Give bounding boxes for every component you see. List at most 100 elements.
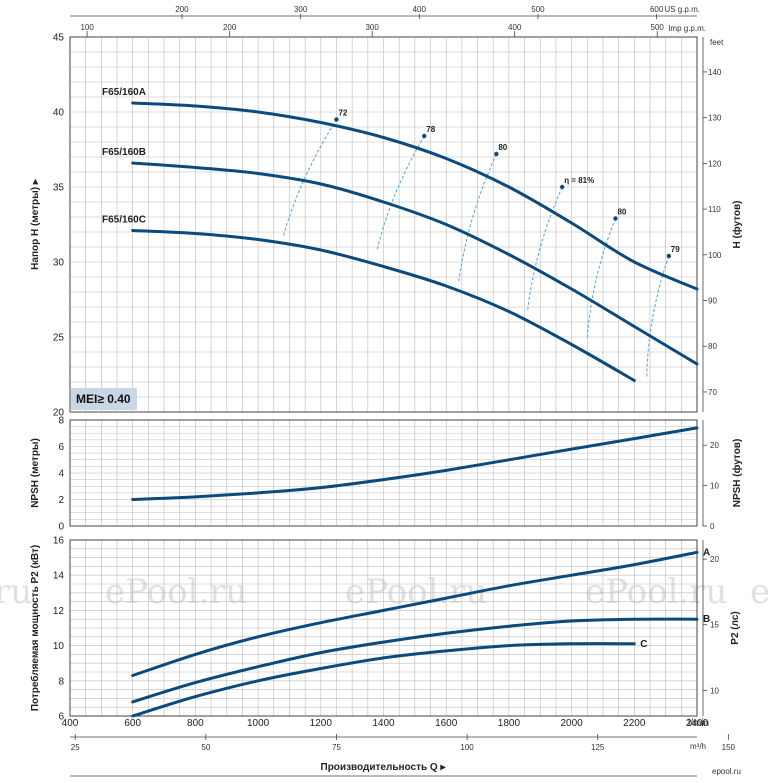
usgpm-tick-label: 300	[294, 5, 308, 14]
y-tick-label: 40	[53, 108, 65, 119]
impgpm-unit-label: Imp g.p.m.	[668, 24, 706, 33]
m3h-tick-label: 125	[591, 743, 605, 752]
y-axis-title-right: P2 (лс)	[730, 611, 741, 644]
y-axis-title-right: H (футов)	[731, 201, 743, 249]
y-tick-label: 8	[58, 416, 64, 427]
m3h-tick-label: 75	[332, 743, 341, 752]
efficiency-iso-line	[282, 119, 337, 237]
y-tick-label: 45	[53, 33, 65, 44]
panel-frame	[69, 539, 698, 717]
impgpm-tick-label: 200	[223, 23, 237, 32]
efficiency-point	[422, 133, 427, 139]
usgpm-tick-label: 600	[650, 5, 664, 14]
y-tick-label: 12	[53, 606, 65, 617]
y-tick-label: 25	[53, 333, 65, 344]
lmin-tick-label: 2000	[560, 718, 583, 729]
power-curve-label: B	[703, 614, 710, 625]
y-tick-label: 4	[58, 469, 64, 480]
efficiency-lines	[282, 117, 671, 378]
watermark-text: ePool.ru	[585, 572, 727, 612]
y-tick-label: 10	[53, 641, 65, 652]
efficiency-iso-line	[527, 186, 563, 311]
lmin-tick-label: 800	[187, 718, 204, 729]
curve-label: F65/160B	[102, 147, 146, 158]
impgpm-tick-label: 300	[365, 23, 379, 32]
efficiency-label: 72	[338, 109, 347, 118]
curve-f65-160b	[131, 161, 699, 366]
y-tick-label: 20	[53, 408, 65, 419]
lmin-tick-label: 2200	[623, 718, 646, 729]
right-tick-label: 10	[710, 686, 719, 695]
impgpm-tick-label: 500	[651, 23, 665, 32]
y-axis-title: Потребляемая мощность P2 (кВт)	[29, 545, 41, 711]
curve-layer	[131, 101, 699, 718]
curve-npsh	[131, 426, 699, 501]
m3h-unit-label: m³/h	[690, 742, 706, 751]
right-tick-label: 0	[710, 522, 715, 531]
y-tick-label: 0	[58, 522, 64, 533]
efficiency-point	[559, 184, 565, 190]
impgpm-tick-label: 100	[80, 23, 94, 32]
right-tick-label: 70	[708, 388, 717, 397]
right-tick-label: 15	[710, 621, 719, 630]
y-tick-label: 30	[53, 258, 65, 269]
efficiency-iso-line	[646, 255, 670, 378]
efficiency-label: η = 81%	[564, 176, 594, 185]
efficiency-label: 78	[426, 125, 435, 134]
label-layer: Производительность Q ▸ epool.ru Напор H (м…	[29, 87, 743, 776]
right-tick-label: 80	[708, 342, 717, 351]
usgpm-unit-label: US g.p.m.	[664, 5, 700, 14]
efficiency-point	[334, 117, 339, 122]
right-tick-label: 10	[710, 482, 719, 491]
y-tick-label: 35	[53, 183, 65, 194]
y-axis-title: NPSH (метры)	[30, 438, 41, 508]
efficiency-point	[666, 253, 671, 259]
watermark-text: ePool.ru	[105, 572, 247, 612]
efficiency-iso-line	[458, 153, 497, 282]
efficiency-label: 80	[617, 208, 626, 217]
y-tick-label: 16	[53, 536, 65, 547]
efficiency-label: 79	[671, 245, 680, 254]
right-tick-label: 120	[708, 159, 722, 168]
mei-badge: MEI≥ 0.40	[76, 392, 131, 406]
watermark-text: ru	[0, 572, 32, 612]
right-tick-label: 20	[710, 555, 719, 564]
y-axis-title-right: NPSH (футов)	[731, 439, 743, 508]
y-tick-label: 2	[58, 495, 64, 506]
right-tick-label: 100	[708, 251, 722, 260]
lmin-tick-label: 1000	[247, 718, 270, 729]
panel-frame	[69, 419, 698, 527]
right-tick-label: 90	[708, 297, 717, 306]
usgpm-tick-label: 500	[531, 5, 545, 14]
site-logo: epool.ru	[712, 767, 741, 776]
curve-f65-160c	[131, 229, 636, 382]
curve-a	[131, 550, 699, 677]
y-tick-label: 6	[58, 442, 64, 453]
power-curve-label: C	[640, 639, 647, 650]
m3h-tick-label: 150	[722, 743, 736, 752]
m3h-tick-label: 100	[460, 743, 474, 752]
lmin-tick-label: 600	[124, 718, 141, 729]
usgpm-tick-label: 200	[175, 5, 189, 14]
lmin-tick-label: 1800	[498, 718, 521, 729]
mei-badge-bg	[71, 388, 137, 410]
watermark-layer: ru ePool.ru ePool.ru ePool.ru ePool.ru	[0, 572, 768, 612]
efficiency-iso-line	[376, 135, 425, 251]
m3h-tick-label: 50	[201, 743, 210, 752]
efficiency-point	[613, 216, 618, 221]
right-tick-label: 140	[708, 68, 722, 77]
right-unit-label: feet	[710, 38, 724, 47]
impgpm-tick-label: 400	[508, 23, 522, 32]
grid-layer	[70, 37, 697, 716]
y-tick-label: 6	[58, 712, 64, 723]
lmin-tick-label: 400	[62, 718, 79, 729]
curve-f65-160a	[131, 101, 699, 291]
lmin-tick-label: 1600	[435, 718, 458, 729]
lmin-tick-label: 1400	[372, 718, 395, 729]
lmin-unit-label: l/min	[688, 718, 709, 729]
right-tick-label: 110	[708, 205, 721, 214]
right-tick-label: 20	[710, 441, 719, 450]
efficiency-iso-line	[586, 218, 616, 339]
y-axis-title: Напор H (метры) ▸	[30, 178, 41, 270]
tick-layer: 200 300 400 500 600 US g.p.m.100 200 300 400 500 I…	[53, 5, 736, 752]
